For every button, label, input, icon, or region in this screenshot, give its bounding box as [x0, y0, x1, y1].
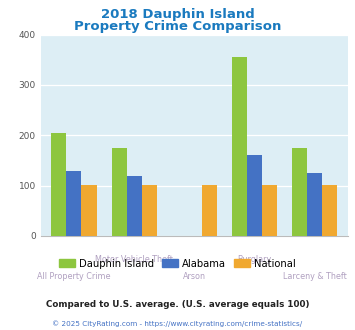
Bar: [66, 171, 81, 236]
Text: Burglary: Burglary: [237, 255, 272, 264]
Bar: [232, 57, 247, 236]
Bar: [202, 184, 217, 236]
Bar: [81, 184, 97, 236]
Bar: [262, 184, 277, 236]
Bar: [127, 176, 142, 236]
Bar: [51, 133, 66, 236]
Text: 2018 Dauphin Island: 2018 Dauphin Island: [100, 8, 255, 21]
Text: Motor Vehicle Theft: Motor Vehicle Theft: [95, 255, 173, 264]
Bar: [111, 148, 127, 236]
Bar: [307, 173, 322, 236]
Legend: Dauphin Island, Alabama, National: Dauphin Island, Alabama, National: [57, 256, 298, 271]
Text: Compared to U.S. average. (U.S. average equals 100): Compared to U.S. average. (U.S. average …: [46, 300, 309, 309]
Text: Property Crime Comparison: Property Crime Comparison: [74, 20, 281, 33]
Text: © 2025 CityRating.com - https://www.cityrating.com/crime-statistics/: © 2025 CityRating.com - https://www.city…: [53, 320, 302, 327]
Text: Arson: Arson: [183, 272, 206, 281]
Bar: [247, 155, 262, 236]
Text: All Property Crime: All Property Crime: [37, 272, 111, 281]
Text: Larceny & Theft: Larceny & Theft: [283, 272, 347, 281]
Bar: [322, 184, 337, 236]
Bar: [142, 184, 157, 236]
Bar: [292, 148, 307, 236]
